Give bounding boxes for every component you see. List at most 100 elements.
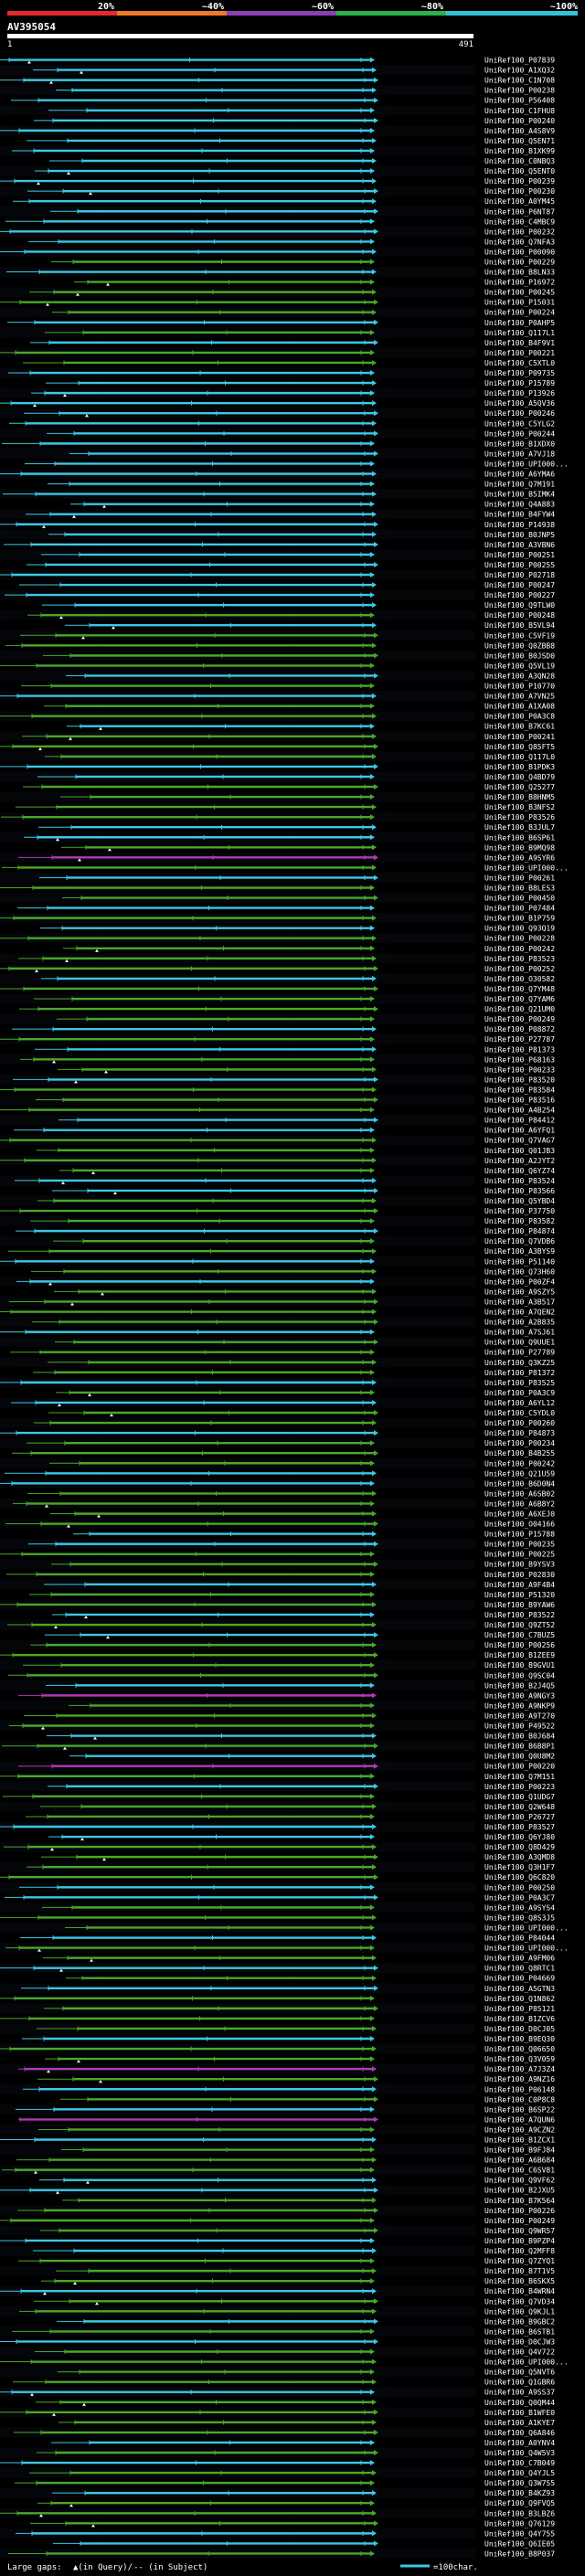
hit-row[interactable]: UniRef100_P00227 [0,589,555,600]
hit-label[interactable]: UniRef100_B4WRN4 [484,2287,555,2295]
hit-label[interactable]: UniRef100_A1XQ32 [484,67,555,75]
hit-label[interactable]: UniRef100_UPI000... [484,1924,569,1932]
hit-label[interactable]: UniRef100_B4F9V1 [484,339,555,347]
hit-label[interactable]: UniRef100_A3BYS9 [484,1247,555,1256]
hit-label[interactable]: UniRef100_C1FHU8 [484,107,555,115]
hit-label[interactable]: UniRef100_A9NKP9 [484,1701,555,1710]
hit-row[interactable]: UniRef100_B3JUL7 [0,822,555,832]
hit-label[interactable]: UniRef100_Q9UUE1 [484,1339,555,1347]
hit-label[interactable]: UniRef100_P83520 [484,1076,555,1084]
hit-label[interactable]: UniRef100_Q7YAM6 [484,995,555,1003]
hit-row[interactable]: UniRef100_P83526 [0,811,555,822]
hit-label[interactable]: UniRef100_P00225 [484,1551,555,1559]
hit-row[interactable]: UniRef100_B4F9V1 [0,337,555,348]
hit-row[interactable]: UniRef100_Q5EN71 [0,135,555,146]
hit-label[interactable]: UniRef100_P00450 [484,895,555,903]
hit-row[interactable]: UniRef100_A9F4B4 [0,1579,555,1590]
hit-row[interactable]: UniRef100_Q9FVQ5 [0,2497,555,2508]
hit-label[interactable]: UniRef100_A5QV36 [484,399,555,408]
hit-row[interactable]: UniRef100_P00242 [0,943,555,954]
hit-label[interactable]: UniRef100_B0JSD0 [484,652,555,660]
hit-label[interactable]: UniRef100_D0CJ05 [484,2025,555,2033]
hit-row[interactable]: UniRef100_B9MQ98 [0,842,555,853]
hit-row[interactable]: UniRef100_A9SS37 [0,2387,555,2398]
hit-label[interactable]: UniRef100_A6YFQ1 [484,1127,555,1135]
hit-row[interactable]: UniRef100_P00226 [0,2205,555,2216]
hit-row[interactable]: UniRef100_P51320 [0,1589,555,1600]
hit-label[interactable]: UniRef100_P68163 [484,1055,555,1064]
hit-row[interactable]: UniRef100_B6SP22 [0,2104,555,2115]
hit-row[interactable]: UniRef100_P84044 [0,1933,555,1944]
hit-row[interactable]: UniRef100_B1PDK3 [0,761,555,772]
hit-label[interactable]: UniRef100_Q8S3J5 [484,1913,555,1922]
hit-label[interactable]: UniRef100_A3VBN6 [484,541,555,549]
hit-label[interactable]: UniRef100_P00245 [484,289,555,297]
hit-row[interactable]: UniRef100_B0J684 [0,1731,555,1742]
hit-label[interactable]: UniRef100_P00090 [484,248,555,256]
hit-label[interactable]: UniRef100_B4FYW4 [484,511,555,519]
hit-row[interactable]: UniRef100_P00239 [0,175,555,186]
hit-row[interactable]: UniRef100_A9NKP9 [0,1700,555,1711]
hit-row[interactable]: UniRef100_A4B254 [0,1105,555,1116]
hit-label[interactable]: UniRef100_Q21UM0 [484,1005,555,1013]
hit-label[interactable]: UniRef100_A9NGY3 [484,1691,555,1700]
hit-row[interactable]: UniRef100_Q4Y755 [0,2528,555,2539]
hit-row[interactable]: UniRef100_B1XK99 [0,145,555,156]
hit-row[interactable]: UniRef100_Q1N862 [0,1993,555,2004]
hit-row[interactable]: UniRef100_A6YMA6 [0,468,555,480]
hit-label[interactable]: UniRef100_B1XDX0 [484,440,555,448]
hit-label[interactable]: UniRef100_C0NBQ3 [484,157,555,165]
hit-row[interactable]: UniRef100_C1N708 [0,75,555,86]
hit-label[interactable]: UniRef100_P00247 [484,581,555,589]
hit-row[interactable]: UniRef100_P15031 [0,297,555,308]
hit-row[interactable]: UniRef100_Q5ENT0 [0,165,555,176]
hit-row[interactable]: UniRef100_Q1UDG7 [0,1791,555,1802]
hit-row[interactable]: UniRef100_Q21U59 [0,1468,555,1479]
hit-label[interactable]: UniRef100_A9CZN2 [484,2125,555,2134]
hit-label[interactable]: UniRef100_P00244 [484,429,555,438]
hit-label[interactable]: UniRef100_P00250 [484,1883,555,1892]
hit-label[interactable]: UniRef100_P00ZF4 [484,1277,555,1286]
hit-row[interactable]: UniRef100_Q7YM48 [0,983,555,994]
hit-row[interactable]: UniRef100_P16972 [0,277,555,288]
hit-label[interactable]: UniRef100_P08872 [484,1025,555,1034]
hit-label[interactable]: UniRef100_B2JXU5 [484,2187,555,2195]
hit-row[interactable]: UniRef100_Q25277 [0,781,555,792]
hit-label[interactable]: UniRef100_UPI000... [484,2359,569,2367]
hit-label[interactable]: UniRef100_Q6C820 [484,1873,555,1882]
hit-label[interactable]: UniRef100_A3QMD8 [484,1853,555,1861]
hit-label[interactable]: UniRef100_P09735 [484,369,555,377]
hit-label[interactable]: UniRef100_B9MQ98 [484,843,555,852]
hit-label[interactable]: UniRef100_P84412 [484,1117,555,1125]
hit-label[interactable]: UniRef100_A1XA08 [484,703,555,711]
hit-row[interactable]: UniRef100_P0AHP5 [0,317,555,328]
hit-label[interactable]: UniRef100_A9F4B4 [484,1581,555,1589]
hit-row[interactable]: UniRef100_P00241 [0,731,555,742]
hit-row[interactable]: UniRef100_A6B8Y2 [0,1498,555,1509]
hit-label[interactable]: UniRef100_Q9VF62 [484,2177,555,2185]
hit-row[interactable]: UniRef100_P27787 [0,1034,555,1044]
hit-row[interactable]: UniRef100_P00260 [0,1417,555,1428]
hit-label[interactable]: UniRef100_P04669 [484,1975,555,1983]
hit-label[interactable]: UniRef100_D0CJW3 [484,2337,555,2346]
hit-label[interactable]: UniRef100_Q06650 [484,2045,555,2053]
hit-label[interactable]: UniRef100_A4B254 [484,1107,555,1115]
hit-row[interactable]: UniRef100_P68163 [0,1054,555,1065]
hit-row[interactable]: UniRef100_D0CJ05 [0,2023,555,2034]
hit-label[interactable]: UniRef100_UPI000... [484,864,569,872]
hit-row[interactable]: UniRef100_A1KYE7 [0,2417,555,2428]
hit-row[interactable]: UniRef100_P00240 [0,115,555,126]
hit-label[interactable]: UniRef100_A7QEN2 [484,1309,555,1317]
hit-row[interactable]: UniRef100_B2JXU5 [0,2185,555,2196]
hit-label[interactable]: UniRef100_Q7VAG7 [484,1137,555,1145]
hit-label[interactable]: UniRef100_Q7M191 [484,481,555,489]
hit-label[interactable]: UniRef100_Q73H60 [484,1267,555,1276]
hit-label[interactable]: UniRef100_Q1N862 [484,1995,555,2003]
hit-row[interactable]: UniRef100_A2JYT2 [0,1155,555,1166]
hit-row[interactable]: UniRef100_UPI000... [0,2357,569,2368]
hit-label[interactable]: UniRef100_P81372 [484,1369,555,1377]
hit-label[interactable]: UniRef100_B1WFE0 [484,2409,555,2417]
hit-label[interactable]: UniRef100_Q21U59 [484,1469,555,1478]
hit-row[interactable]: UniRef100_Q9KJL1 [0,2306,555,2316]
hit-row[interactable]: UniRef100_P00245 [0,287,555,298]
